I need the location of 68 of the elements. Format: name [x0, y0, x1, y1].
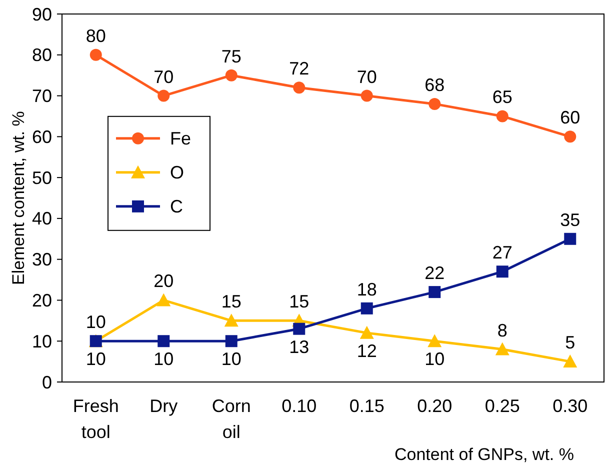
data-label: 5	[565, 332, 576, 353]
x-tick-label: Dry	[150, 396, 178, 416]
data-label: 60	[560, 108, 580, 128]
point	[360, 302, 373, 314]
data-label: 15	[221, 292, 242, 312]
point	[564, 232, 576, 245]
x-tick-label: 0.20	[417, 396, 452, 416]
data-label: 68	[424, 74, 445, 95]
data-label: 65	[492, 87, 512, 108]
x-tick-label: 0.10	[282, 396, 317, 416]
data-label: 70	[154, 66, 174, 87]
point	[158, 90, 170, 102]
data-label: 10	[86, 349, 106, 370]
y-tick-label: 90	[32, 4, 52, 24]
point	[158, 335, 170, 348]
data-label: 18	[356, 279, 377, 300]
point	[360, 90, 373, 102]
legend-label: C	[170, 196, 183, 217]
point	[293, 82, 306, 94]
data-label: 13	[289, 336, 310, 357]
point	[156, 293, 171, 306]
y-tick-label: 50	[32, 168, 52, 188]
data-label: 22	[424, 263, 445, 284]
point	[360, 326, 374, 339]
y-tick-label: 60	[32, 126, 52, 147]
x-tick-label: 0.30	[552, 396, 588, 416]
y-tick-label: 30	[32, 250, 52, 270]
y-tick-label: 20	[32, 290, 52, 311]
point	[495, 342, 510, 356]
data-label: 72	[289, 58, 310, 79]
data-label: 10	[424, 349, 445, 370]
y-tick-label: 10	[32, 331, 52, 352]
data-label: 10	[86, 312, 106, 332]
data-label: 8	[497, 320, 508, 340]
data-label: 80	[86, 26, 106, 46]
data-label: 27	[492, 242, 512, 263]
data-label: 35	[560, 210, 580, 230]
point	[224, 314, 238, 327]
data-label: 20	[154, 271, 174, 292]
point	[564, 130, 576, 143]
data-label: 15	[289, 292, 310, 312]
point	[428, 98, 441, 110]
point	[225, 335, 238, 348]
data-label: 12	[356, 340, 377, 361]
legend-label: O	[170, 162, 184, 183]
y-tick-label: 70	[32, 86, 52, 106]
data-label: 75	[221, 46, 242, 66]
point	[225, 69, 238, 82]
x-tick-label: Fresh tool	[72, 396, 119, 442]
data-label: 70	[356, 66, 377, 87]
y-tick-label: 0	[42, 372, 52, 392]
data-label: 10	[154, 349, 174, 370]
point	[563, 354, 578, 368]
point	[428, 334, 442, 348]
y-axis-title: Element content, wt. %	[9, 111, 28, 285]
point	[293, 322, 306, 335]
y-tick-label: 40	[32, 208, 52, 229]
x-tick-label: Corn oil	[212, 396, 251, 442]
point	[496, 110, 508, 122]
y-tick-label: 80	[32, 45, 52, 66]
x-tick-label: 0.15	[349, 396, 384, 416]
legend-label: Fe	[170, 128, 192, 149]
point	[90, 48, 102, 61]
point	[428, 286, 441, 298]
point	[496, 266, 508, 278]
x-axis-title: Content of GNPs, wt. %	[394, 445, 574, 464]
data-label: 10	[221, 349, 242, 370]
x-tick-label: 0.25	[484, 396, 520, 416]
